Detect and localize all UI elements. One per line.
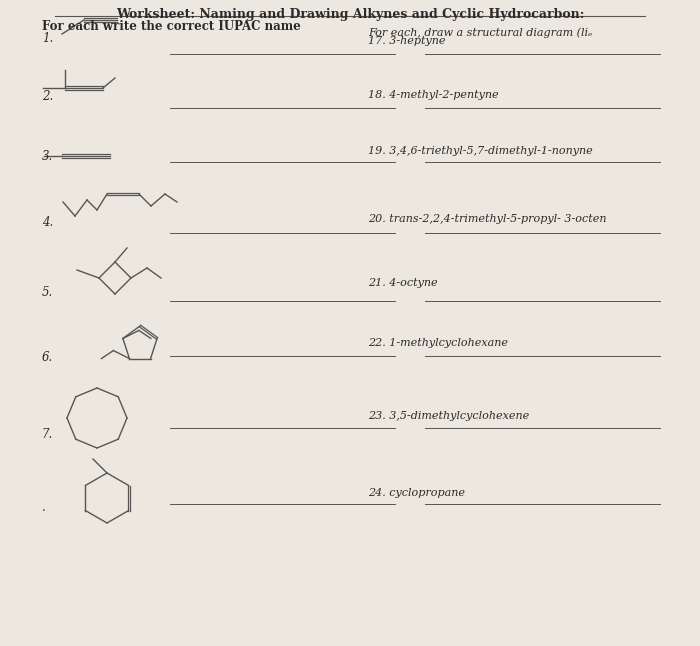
Text: 19. 3,4,6-triethyl-5,7-dimethyl-1-nonyne: 19. 3,4,6-triethyl-5,7-dimethyl-1-nonyne [368, 146, 593, 156]
Text: 18. 4-methyl-2-pentyne: 18. 4-methyl-2-pentyne [368, 90, 498, 100]
Text: .: . [42, 501, 46, 514]
Text: 17. 3-heptyne: 17. 3-heptyne [368, 36, 445, 46]
Text: 2.: 2. [42, 90, 53, 103]
Text: For each, draw a structural diagram (liₑ: For each, draw a structural diagram (liₑ [368, 27, 592, 37]
Text: 24. cyclopropane: 24. cyclopropane [368, 488, 465, 498]
Text: For each write the correct IUPAC name: For each write the correct IUPAC name [42, 20, 301, 33]
Text: 22. 1-methylcyclohexane: 22. 1-methylcyclohexane [368, 338, 508, 348]
Text: 5.: 5. [42, 286, 53, 299]
Text: 3.: 3. [42, 150, 53, 163]
Text: 7.: 7. [42, 428, 53, 441]
Text: 6.: 6. [42, 351, 53, 364]
Text: Worksheet: Naming and Drawing Alkynes and Cyclic Hydrocarbon:: Worksheet: Naming and Drawing Alkynes an… [116, 8, 584, 21]
Text: 23. 3,5-dimethylcyclohexene: 23. 3,5-dimethylcyclohexene [368, 411, 529, 421]
Text: 21. 4-octyne: 21. 4-octyne [368, 278, 438, 288]
Text: 1.: 1. [42, 32, 53, 45]
Text: 4.: 4. [42, 216, 53, 229]
Text: 20. trans-2,2,4-trimethyl-5-propyl- 3-octen: 20. trans-2,2,4-trimethyl-5-propyl- 3-oc… [368, 214, 606, 224]
